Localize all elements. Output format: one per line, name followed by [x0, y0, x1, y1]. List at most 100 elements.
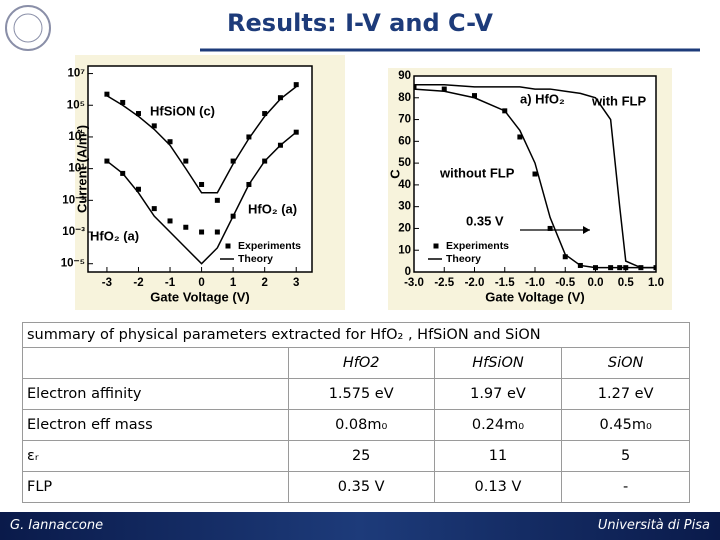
x-tick-label: -1.5 — [495, 277, 515, 289]
value-cell: 1.575 eV — [287, 378, 435, 410]
x-axis-label: Gate Voltage (V) — [150, 289, 249, 304]
y-tick-label: 70 — [398, 114, 411, 126]
experiment-point — [502, 108, 508, 114]
shift-arrowhead — [583, 226, 590, 234]
x-tick-label: 0.0 — [588, 277, 604, 289]
value-cell: 0.35 V — [287, 471, 435, 503]
legend-marker — [225, 243, 231, 249]
y-tick-label: 10³ — [68, 131, 85, 143]
y-tick-label: 50 — [398, 157, 411, 169]
curve-label: with FLP — [591, 93, 646, 108]
experiment-point — [414, 84, 417, 90]
value-cell: 1.97 eV — [433, 378, 563, 410]
experiment-point — [277, 95, 283, 101]
x-tick-label: 0 — [198, 277, 204, 289]
value-cell: 11 — [433, 440, 563, 472]
legend-label: Theory — [446, 253, 481, 265]
x-tick-label: -1 — [165, 277, 176, 289]
plot-area — [414, 83, 656, 271]
header-cell — [22, 347, 289, 379]
x-tick-label: 2 — [261, 277, 267, 289]
header-cell: HfSiON — [433, 347, 563, 379]
experiment-point — [214, 197, 220, 203]
x-tick-label: -2.5 — [434, 277, 454, 289]
value-cell: 0.13 V — [433, 471, 563, 503]
table-title: summary of physical parameters extracted… — [22, 322, 690, 347]
value-cell: 25 — [287, 440, 435, 472]
footer: G. Iannaccone Università di Pisa — [0, 512, 720, 540]
x-tick-label: -0.5 — [555, 277, 575, 289]
y-axis-label: Current (A/m²) — [74, 125, 89, 213]
experiment-point — [562, 254, 568, 260]
experiment-point — [120, 170, 126, 176]
legend-marker — [433, 243, 439, 249]
experiment-point — [547, 225, 553, 231]
experiment-point — [617, 265, 623, 271]
legend-label: Experiments — [238, 240, 301, 252]
row-label: FLP — [22, 471, 289, 503]
experiment-point — [183, 224, 189, 230]
x-axis-label: Gate Voltage (V) — [485, 289, 584, 304]
theory-curve — [106, 86, 297, 194]
y-tick-label: 10⁻⁵ — [61, 258, 85, 270]
annotation: HfO₂ (a) — [248, 201, 297, 216]
x-tick-label: 1.0 — [648, 277, 664, 289]
experiment-point — [199, 229, 205, 235]
experiment-point — [104, 91, 110, 97]
experiment-point — [532, 171, 538, 177]
row-label: εᵣ — [22, 440, 289, 472]
row-label: Electron affinity — [22, 378, 289, 410]
experiment-point — [151, 206, 157, 212]
experiment-point — [151, 123, 157, 129]
legend-label: Experiments — [446, 240, 509, 252]
experiment-point — [167, 218, 173, 224]
y-tick-label: 10⁷ — [67, 68, 85, 80]
value-cell: 0.45m₀ — [561, 409, 690, 441]
slide-title: Results: I-V and C-V — [227, 9, 493, 37]
experiment-point — [183, 158, 189, 164]
experiment-point — [293, 129, 299, 135]
y-tick-label: 30 — [398, 201, 411, 213]
value-cell: 0.24m₀ — [433, 409, 563, 441]
y-tick-label: 80 — [398, 92, 411, 104]
row-label: Electron eff mass — [22, 409, 289, 441]
summary-table: summary of physical parameters extracted… — [22, 322, 690, 503]
y-tick-label: 40 — [398, 179, 411, 191]
x-tick-label: -3.0 — [404, 277, 424, 289]
legend-label: Theory — [238, 253, 273, 265]
y-tick-label: 10⁻¹ — [62, 194, 85, 206]
experiment-point — [608, 265, 614, 271]
x-tick-label: -1.0 — [525, 277, 545, 289]
value-cell: 1.27 eV — [561, 378, 690, 410]
experiment-point — [104, 158, 110, 164]
experiment-point — [593, 265, 598, 271]
curve-label: without FLP — [439, 165, 515, 180]
y-tick-label: 20 — [398, 222, 411, 234]
y-tick-label: 10 — [398, 244, 411, 256]
footer-institution: Università di Pisa — [597, 518, 710, 533]
experiment-point — [120, 99, 126, 105]
y-tick-label: 10⁻³ — [62, 226, 85, 238]
experiment-point — [623, 265, 629, 271]
experiment-point — [167, 139, 173, 145]
experiment-point — [262, 111, 268, 117]
experiment-point — [472, 93, 477, 99]
experiment-point — [246, 181, 252, 187]
y-tick-label: 90 — [398, 70, 411, 82]
curve-label: HfSiON (c) — [150, 103, 215, 118]
experiment-point — [135, 186, 141, 192]
plot-frame — [87, 65, 313, 273]
x-tick-label: 0.5 — [618, 277, 635, 289]
experiment-point — [214, 229, 220, 235]
x-tick-label: 1 — [230, 277, 237, 289]
x-tick-label: -2 — [133, 277, 143, 289]
header-cell: HfO2 — [287, 347, 435, 379]
experiment-point — [199, 181, 205, 187]
logo — [5, 5, 51, 51]
logo-inner — [13, 13, 43, 43]
experiment-point — [441, 86, 447, 92]
annotation: a) HfO₂ — [520, 91, 565, 106]
y-tick-label: 10⁵ — [67, 99, 85, 111]
x-tick-label: 3 — [293, 277, 299, 289]
